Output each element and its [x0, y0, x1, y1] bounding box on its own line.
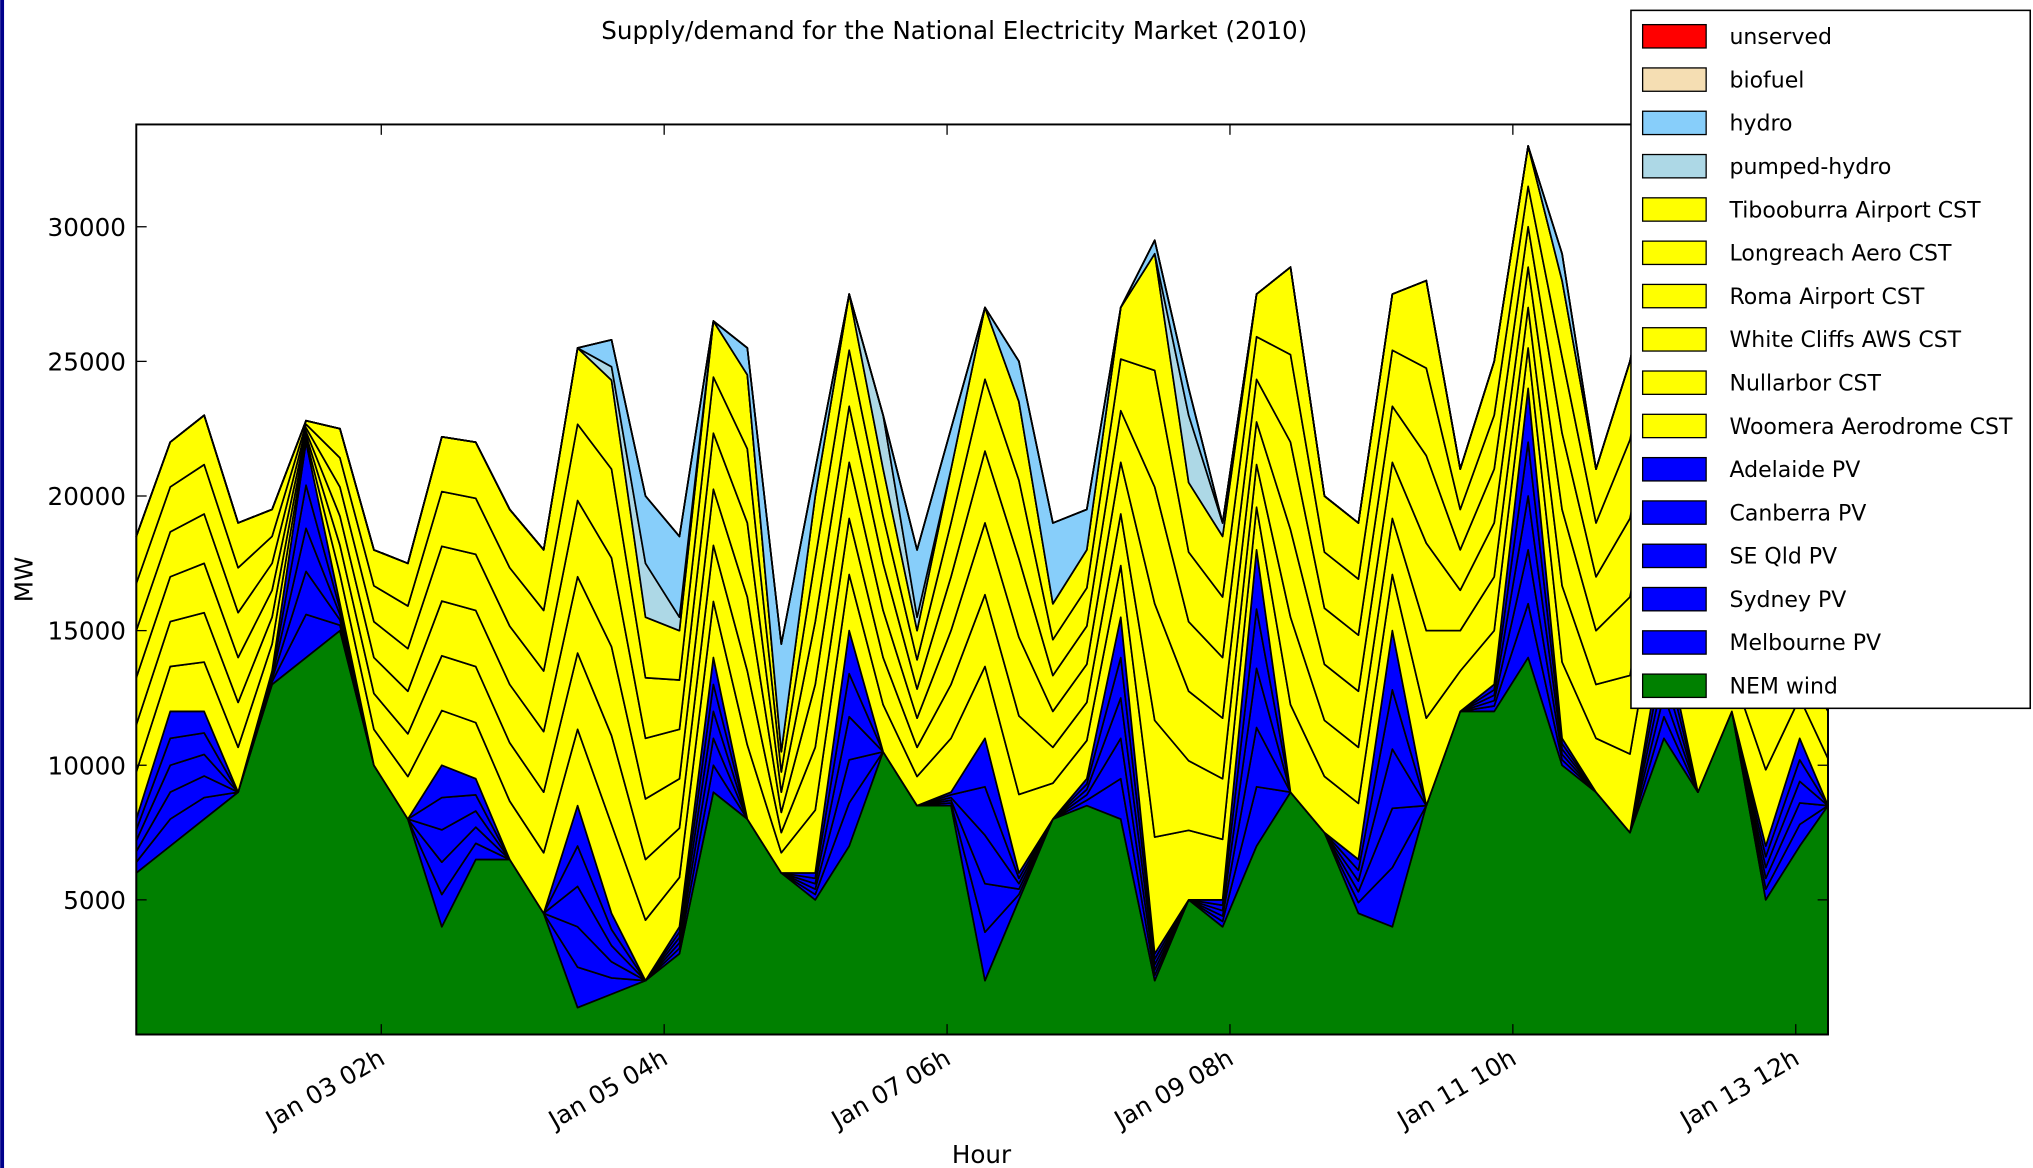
legend-swatch	[1641, 240, 1707, 266]
legend-label: Sydney PV	[1729, 588, 1846, 613]
frame-edge	[0, 0, 5, 1168]
legend-swatch	[1641, 413, 1707, 439]
x-axis-label: Hour	[952, 1140, 1012, 1168]
legend-swatch	[1641, 67, 1707, 92]
legend-label: Adelaide PV	[1729, 458, 1860, 483]
legend-swatch	[1641, 673, 1707, 699]
legend-label: Nullarbor CST	[1729, 371, 1881, 396]
legend-label: Tibooburra Airport CST	[1728, 198, 1981, 223]
y-tick-label: 25000	[48, 347, 126, 376]
chart-title: Supply/demand for the National Electrici…	[601, 16, 1307, 45]
y-tick-label: 5000	[63, 886, 126, 915]
y-tick-label: 15000	[48, 617, 126, 646]
legend-swatch	[1641, 197, 1707, 222]
legend-swatch	[1641, 23, 1707, 49]
legend-label: unserved	[1729, 25, 1832, 50]
legend-label: hydro	[1729, 112, 1792, 137]
legend-label: NEM wind	[1729, 675, 1837, 700]
legend-swatch	[1641, 110, 1707, 136]
legend-label: pumped-hydro	[1729, 155, 1891, 180]
y-tick-label: 10000	[48, 751, 126, 780]
y-tick-label: 20000	[48, 482, 126, 511]
legend-label: Woomera Aerodrome CST	[1729, 415, 2013, 440]
legend-label: Roma Airport CST	[1729, 285, 1924, 310]
legend-swatch	[1641, 543, 1707, 569]
legend-swatch	[1641, 370, 1707, 395]
y-axis-label: MW	[10, 557, 39, 603]
legend-label: White Cliffs AWS CST	[1729, 328, 1961, 353]
legend-label: SE Qld PV	[1729, 545, 1837, 570]
legend-swatch	[1641, 630, 1707, 655]
legend-label: biofuel	[1729, 68, 1804, 93]
legend-swatch	[1641, 456, 1707, 482]
legend-label: Longreach Aero CST	[1729, 242, 1952, 267]
legend-label: Canberra PV	[1729, 501, 1866, 526]
legend-label: Melbourne PV	[1729, 631, 1881, 656]
legend-swatch	[1641, 327, 1707, 352]
legend: unserved biofuel hydro pumped-hydro Tiboobur…	[1630, 9, 2032, 710]
legend-swatch	[1641, 500, 1707, 525]
legend-swatch	[1641, 586, 1707, 612]
legend-swatch	[1641, 283, 1707, 309]
y-tick-label: 30000	[48, 213, 126, 242]
legend-swatch	[1641, 153, 1707, 179]
